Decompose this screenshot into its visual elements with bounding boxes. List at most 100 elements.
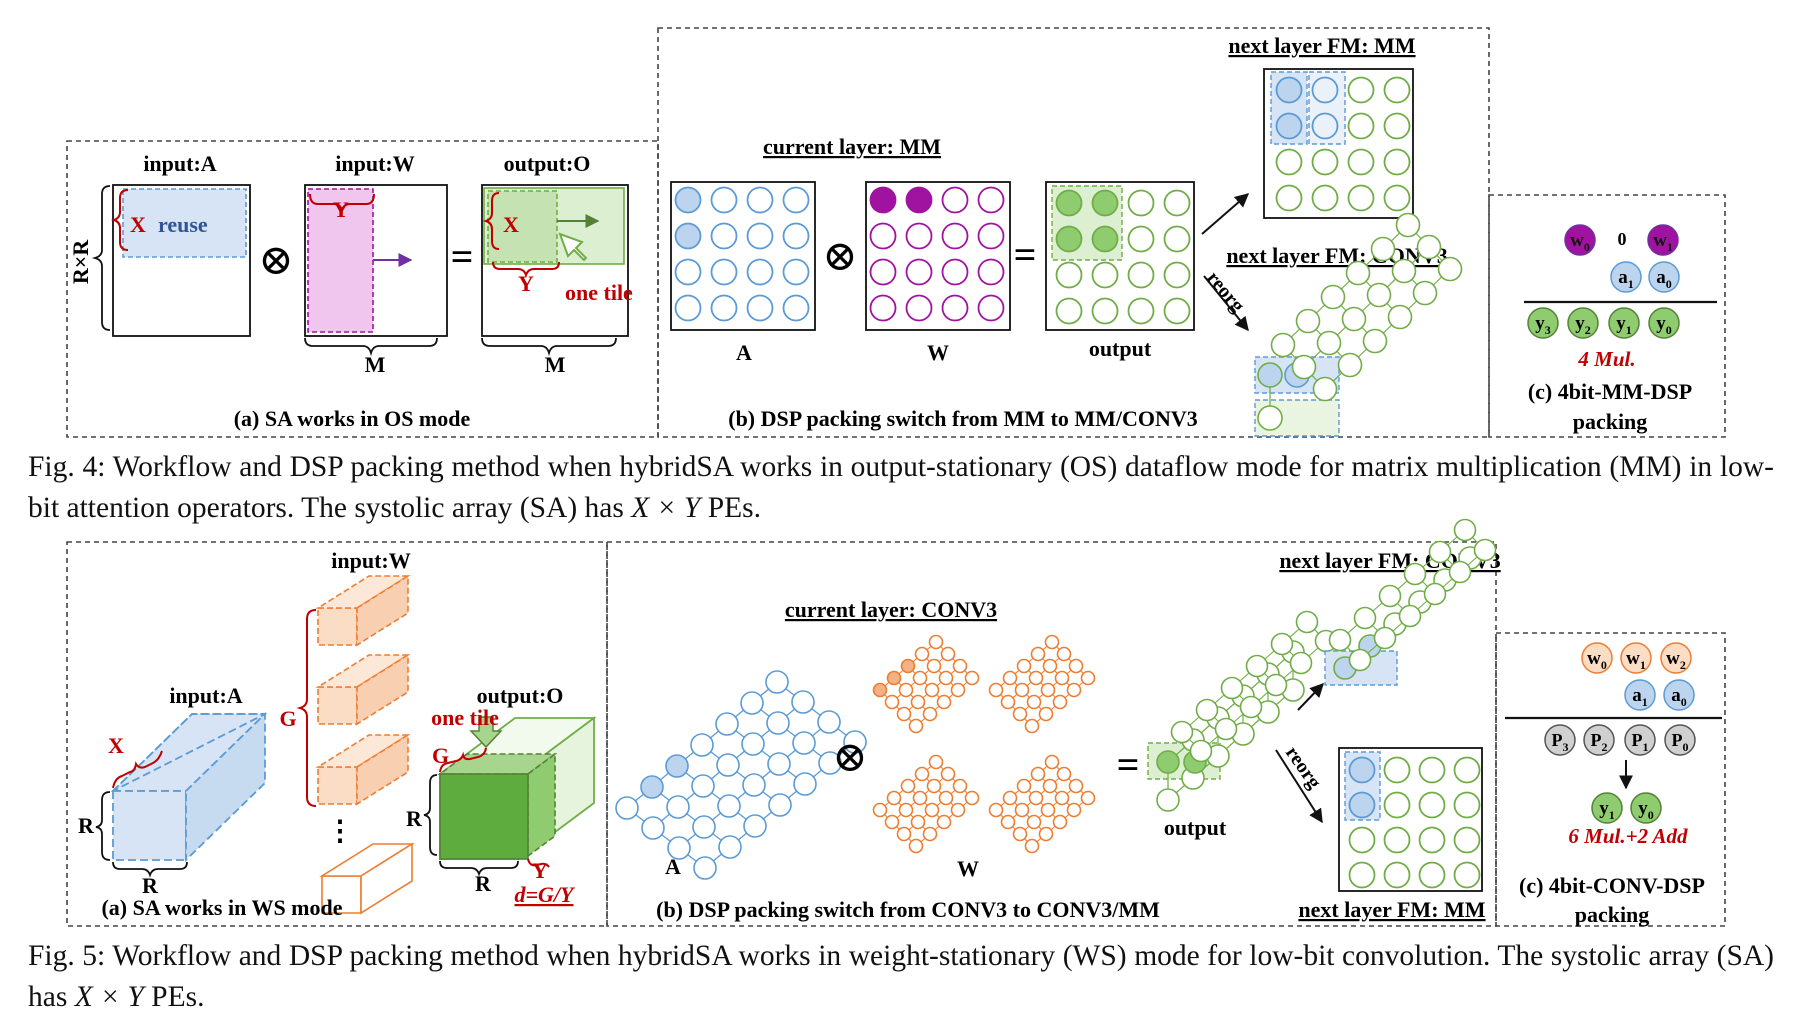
fig4b-w-circle-3-1 <box>905 294 933 322</box>
fig5b-kernel-3-node <box>952 778 968 794</box>
fig4-caption-suffix: PEs. <box>700 492 762 524</box>
fig4b-lattice-back-node <box>1387 304 1413 330</box>
fig4b-n-circle-1-1 <box>1311 112 1339 140</box>
fig4b-a-circle-3-2 <box>746 294 774 322</box>
fig5b-o-lattice-back-node <box>1245 654 1269 678</box>
fig4b-o-circle-2-2 <box>1127 261 1155 289</box>
fig5b-a-lattice-node <box>691 774 715 798</box>
fig4c-mul-label: 4 Mul. <box>1577 347 1635 371</box>
fig5b-kernel-3-node <box>926 778 942 794</box>
fig4b-o-circle-3-3 <box>1163 297 1191 325</box>
fig5b-kernel-2-node <box>1002 670 1018 686</box>
fig5c-w2-node: w2 <box>1660 642 1692 674</box>
fig5-caption-suffix: PEs. <box>143 981 205 1013</box>
fig5b-kernel-1-node <box>952 658 968 674</box>
fig5c-a1-node: a1 <box>1624 679 1656 711</box>
fig4b-o-circle-1-1 <box>1091 225 1119 253</box>
fig4a-output-o-label: output:O <box>504 151 591 176</box>
fig5c-y0-node: y0 <box>1630 792 1662 824</box>
fig4a-m2-label: M <box>545 352 566 377</box>
fig4a-input-w-label: input:W <box>335 151 414 176</box>
svg-text:w1: w1 <box>1626 648 1646 672</box>
fig5b-kernel-1-node <box>886 670 902 686</box>
fig4b-w-circle-0-1 <box>905 186 933 214</box>
figure-4: input:A input:W output:O X reuse R×R ⊗ Y… <box>66 27 1726 438</box>
fig5b-kernel-2-node <box>1040 682 1056 698</box>
fig5b-kernel-2-node <box>1080 670 1096 686</box>
fig5c-w0-node: w0 <box>1581 642 1613 674</box>
fig4b-o-circle-1-3 <box>1163 225 1191 253</box>
fig5b-kernel-1-node <box>964 670 980 686</box>
fig5b-o-lattice-node <box>1156 750 1180 774</box>
fig5b-n-circle-3-3 <box>1453 861 1481 889</box>
fig4c-y0-node: y0 <box>1648 307 1680 339</box>
fig4c-y3-node: y3 <box>1527 307 1559 339</box>
fig4b-current-layer-label: current layer: MM <box>763 134 941 159</box>
fig5a-r1-brace <box>95 791 111 861</box>
fig5b-kernel-3-node <box>908 838 924 854</box>
svg-text:y2: y2 <box>1575 313 1591 337</box>
fig5a-g2-brace <box>439 747 487 773</box>
fig5b-kernel-2-node <box>1068 658 1084 674</box>
fig5b-kernel-3-node <box>872 802 888 818</box>
fig5-caption-math: X × Y <box>74 981 144 1013</box>
fig4b-a-circle-0-1 <box>710 186 738 214</box>
fig4b-w-circle-2-1 <box>905 258 933 286</box>
fig5b-kernel-1-node <box>896 706 912 722</box>
fig5b-n-circle-3-0 <box>1348 861 1376 889</box>
fig5b-kernel-3-node <box>900 778 916 794</box>
fig5b-n-circle-2-2 <box>1418 826 1446 854</box>
fig5b-kernel-4-node <box>1054 790 1070 806</box>
fig5c-caption-1: (c) 4bit-CONV-DSP <box>1519 873 1705 898</box>
fig5b-n-lattice-back-node <box>1353 606 1377 630</box>
fig4b-o-circle-0-0 <box>1055 189 1083 217</box>
fig5b-a-lattice-node <box>615 796 639 820</box>
fig5b-kernel-4-node <box>1002 790 1018 806</box>
fig4-panel-b: current layer: MM next layer FM: MM next… <box>670 33 1463 437</box>
fig5b-a-lattice-node <box>641 816 665 840</box>
fig5b-kernel-3-node <box>914 766 930 782</box>
fig4b-a-circle-0-3 <box>782 186 810 214</box>
fig4b-matrix-output-circles <box>1055 189 1191 325</box>
fig5b-n-circle-0-3 <box>1453 756 1481 784</box>
fig5b-n-circle-1-1 <box>1383 791 1411 819</box>
fig5a-weight-box-1 <box>315 574 411 647</box>
fig4b-n-circle-0-0 <box>1275 76 1303 104</box>
fig4a-input-a-label: input:A <box>143 151 216 176</box>
fig5b-kernel-3-node <box>884 814 900 830</box>
fig5a-r3-label: R <box>406 806 423 831</box>
fig4b-a-circle-0-0 <box>674 186 702 214</box>
fig5b-kernel-2-node <box>1042 658 1058 674</box>
fig5b-kernel-4-node <box>1016 778 1032 794</box>
fig4b-arrow-to-mm <box>1201 193 1250 235</box>
fig5b-kernel-1-node <box>872 682 888 698</box>
fig5b-kernel-1-node <box>938 670 954 686</box>
fig4b-a-circle-2-0 <box>674 258 702 286</box>
fig4a-x-brace <box>110 189 129 251</box>
fig4a-rxr-label: R×R <box>68 239 93 284</box>
fig5b-kernel-4-node <box>1000 814 1016 830</box>
fig4a-x-label: X <box>130 212 146 237</box>
fig4a-equals: = <box>451 234 474 279</box>
fig5b-n-lattice-back-node <box>1428 540 1452 564</box>
fig5b-kernel-4-node <box>1038 826 1054 842</box>
fig5b-kernel-1-node <box>922 706 938 722</box>
fig4b-lattice-back-node <box>1312 376 1338 402</box>
fig5b-a-lattice-node <box>665 754 689 778</box>
fig5b-kernel-2-node <box>1056 646 1072 662</box>
fig5b-kernel-2-node <box>1012 706 1028 722</box>
fig5b-kernel-1-node <box>928 634 944 650</box>
fig4b-a-circle-1-2 <box>746 222 774 250</box>
svg-text:P3: P3 <box>1552 730 1569 754</box>
fig4b-a-circle-2-3 <box>782 258 810 286</box>
svg-text:w1: w1 <box>1653 230 1673 254</box>
svg-text:y1: y1 <box>1599 798 1615 822</box>
fig4b-w-circle-1-0 <box>869 222 897 250</box>
fig4b-arrow-to-conv3 <box>1203 275 1249 332</box>
svg-text:y3: y3 <box>1535 313 1551 337</box>
fig5-caption-text: Fig. 5: Workflow and DSP packing method … <box>28 940 1774 1013</box>
fig5b-kernel-3-node <box>950 802 966 818</box>
fig4b-matrix-a-circles <box>674 186 810 322</box>
fig4c-a0-node: a0 <box>1648 261 1680 293</box>
fig5b-kernel-4-node <box>1066 802 1082 818</box>
